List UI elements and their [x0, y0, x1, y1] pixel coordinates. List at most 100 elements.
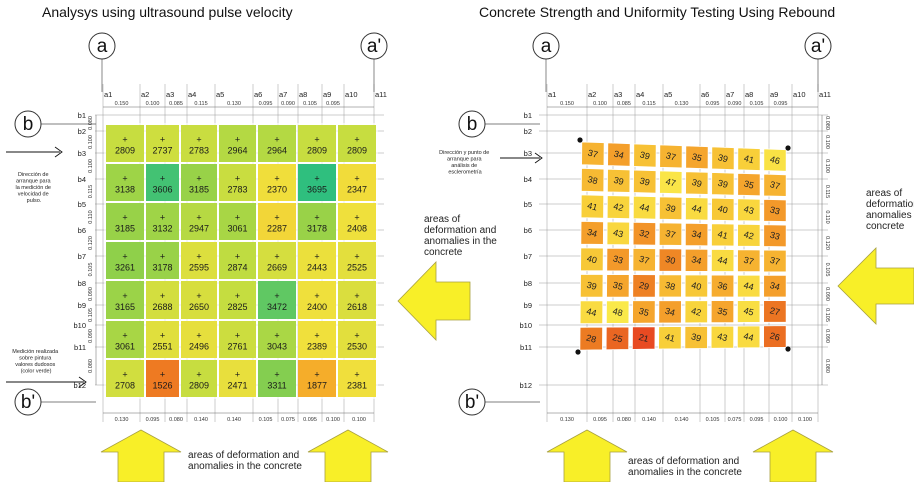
- uv-cell: [219, 360, 256, 397]
- rebound-cell: [579, 326, 604, 351]
- rebound-cell: [737, 249, 761, 273]
- cross-marker: +: [274, 135, 279, 145]
- uv-value: 1526: [152, 381, 172, 391]
- cross-marker: +: [196, 213, 201, 223]
- column-label: a3: [614, 90, 622, 99]
- cross-marker: +: [122, 213, 127, 223]
- uv-value: 2370: [267, 185, 287, 195]
- annotation-line: concrete: [866, 221, 905, 232]
- rebound-value: 37: [665, 150, 677, 162]
- top-dimension: 0.115: [642, 101, 655, 107]
- row-label: b4: [524, 175, 532, 184]
- column-label: a10: [345, 90, 358, 99]
- uv-cell: [298, 242, 336, 279]
- rebound-value: 42: [690, 306, 702, 318]
- uv-cell: [146, 321, 179, 358]
- uv-value: 3606: [152, 185, 172, 195]
- rebound-value: 44: [691, 203, 703, 215]
- bubble-label: b: [23, 114, 34, 135]
- rebound-value: 44: [717, 254, 729, 266]
- side-dimension: 0.115: [824, 185, 830, 198]
- rebound-value: 45: [743, 305, 755, 317]
- top-dimension: 0.105: [303, 101, 317, 107]
- rebound-value: 41: [743, 153, 755, 165]
- uv-value: 2964: [267, 146, 287, 156]
- uv-cell: [106, 125, 144, 162]
- row-label: b1: [524, 111, 532, 120]
- uv-value: 2809: [307, 146, 327, 156]
- svg-text:areas of deformation and: areas of deformation and anomalies in th…: [188, 450, 302, 472]
- rebound-value: 26: [769, 330, 781, 342]
- row-label: b2: [524, 127, 532, 136]
- uv-value: 3311: [267, 381, 286, 391]
- cross-marker: +: [160, 252, 165, 262]
- uv-value: 2761: [227, 342, 247, 352]
- top-dimension: 0.095: [706, 101, 720, 107]
- rebound-value: 39: [639, 175, 651, 187]
- side-arrow-right-panel: [837, 247, 914, 325]
- annotation-line: anomalies in the concrete: [188, 461, 302, 472]
- uv-cell: [298, 281, 336, 319]
- bottom-dimension: 0.140: [194, 417, 208, 423]
- top-dimension: 0.085: [169, 101, 183, 107]
- rebound-value: 34: [690, 228, 702, 240]
- uv-cell: [258, 242, 296, 279]
- rebound-cell: [658, 248, 683, 272]
- bubble-a-prime-right: a': [804, 32, 832, 92]
- rebound-value: 42: [612, 201, 624, 213]
- rebound-cell: [659, 144, 683, 169]
- cross-marker: +: [274, 213, 279, 223]
- rebound-value: 33: [612, 253, 624, 265]
- note-line: arranque para: [16, 179, 51, 185]
- uv-cell: [181, 321, 217, 358]
- bottom-dimension: 0.140: [227, 417, 241, 423]
- rebound-title: Concrete Strength and Uniformity Testing…: [479, 4, 835, 20]
- bottom-dimension: 0.075: [281, 417, 295, 423]
- corner-dot: [577, 137, 583, 143]
- uv-cell: [106, 242, 144, 279]
- bottom-arrow-right-2: [752, 429, 834, 482]
- cross-marker: +: [274, 252, 279, 262]
- uv-value: 3061: [227, 224, 247, 234]
- side-dimension: 0.100: [88, 135, 94, 149]
- top-dimension: 0.115: [194, 101, 207, 107]
- column-label: a5: [664, 90, 672, 99]
- bottom-dimension: 0.100: [798, 417, 812, 423]
- cross-marker: +: [196, 331, 201, 341]
- side-dimension: 0.090: [88, 287, 94, 301]
- rebound-value: 43: [612, 227, 624, 239]
- ultrasound-start-note: Dirección de arranque para la medición d…: [6, 146, 63, 204]
- rebound-value: 44: [743, 280, 755, 292]
- rebound-value: 41: [717, 229, 729, 241]
- cross-marker: +: [314, 174, 319, 184]
- corner-dot: [785, 346, 791, 352]
- top-dimension: 0.105: [750, 101, 764, 107]
- side-dimension: 0.080: [88, 359, 94, 373]
- svg-text:areas of deformation and: areas of deformation and anomalies in th…: [628, 456, 742, 478]
- bubble-label: a': [811, 36, 825, 57]
- uv-value: 3178: [307, 224, 327, 234]
- bottom-dimension: 0.095: [593, 417, 607, 423]
- rebound-cell: [684, 300, 708, 324]
- rebound-cell: [737, 274, 761, 298]
- rebound-value: 41: [586, 200, 598, 212]
- uv-cell: [338, 203, 376, 240]
- side-dimension: 0.080: [824, 359, 830, 373]
- top-dimension: 0.090: [281, 101, 295, 107]
- rebound-cell: [737, 198, 761, 222]
- column-label: a4: [188, 90, 196, 99]
- rebound-value: 28: [585, 332, 597, 344]
- annotation-line: areas of deformation and: [628, 456, 739, 467]
- side-dimension: 0.090: [824, 287, 830, 301]
- uv-value: 3132: [152, 224, 172, 234]
- column-label: a2: [141, 90, 149, 99]
- uv-cell: [219, 203, 256, 240]
- annotation-line: areas of: [866, 188, 902, 199]
- cross-marker: +: [160, 370, 165, 380]
- rebound-value: 37: [664, 228, 676, 240]
- note-line: esclerometría: [448, 170, 482, 176]
- uv-value: 2595: [189, 263, 209, 273]
- cross-marker: +: [354, 252, 359, 262]
- rebound-cell: [763, 300, 787, 323]
- rebound-cell: [632, 221, 657, 246]
